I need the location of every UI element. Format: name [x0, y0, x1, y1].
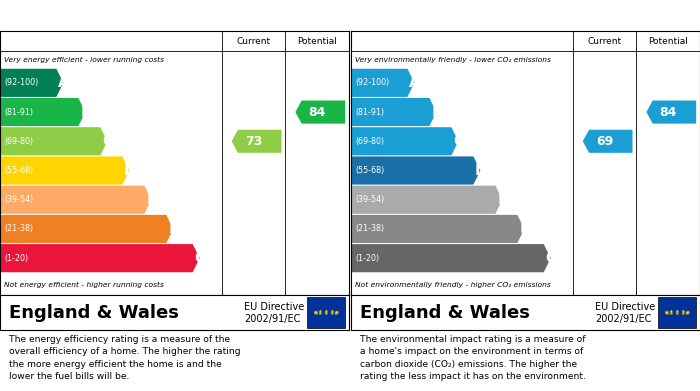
Text: EU Directive
2002/91/EC: EU Directive 2002/91/EC — [244, 302, 304, 324]
Text: (81-91): (81-91) — [4, 108, 34, 117]
Text: ★: ★ — [675, 309, 679, 314]
Text: (1-20): (1-20) — [355, 254, 379, 263]
Text: B: B — [431, 104, 443, 120]
Text: The environmental impact rating is a measure of
a home's impact on the environme: The environmental impact rating is a mea… — [360, 335, 586, 381]
Text: ★: ★ — [333, 310, 338, 315]
Text: ★: ★ — [318, 309, 323, 314]
Text: (92-100): (92-100) — [4, 78, 39, 87]
FancyArrow shape — [0, 156, 130, 185]
FancyArrow shape — [351, 186, 503, 214]
Text: ★: ★ — [680, 309, 685, 314]
Text: ★: ★ — [675, 312, 679, 316]
Text: ★: ★ — [329, 311, 334, 316]
Text: ★: ★ — [685, 310, 689, 315]
Text: ★: ★ — [312, 310, 317, 315]
Text: (55-68): (55-68) — [4, 166, 34, 175]
Text: D: D — [124, 163, 136, 178]
Text: ★: ★ — [314, 310, 318, 315]
FancyArrow shape — [0, 244, 199, 272]
Text: B: B — [80, 104, 92, 120]
FancyArrow shape — [351, 215, 524, 243]
Text: E: E — [147, 192, 158, 207]
Text: ★: ★ — [314, 311, 318, 316]
Text: ★: ★ — [664, 310, 668, 315]
Text: (21-38): (21-38) — [355, 224, 384, 233]
FancyArrow shape — [351, 244, 551, 272]
Text: The energy efficiency rating is a measure of the
overall efficiency of a home. T: The energy efficiency rating is a measur… — [8, 335, 240, 381]
Text: Energy Efficiency Rating: Energy Efficiency Rating — [8, 9, 192, 22]
Bar — [658, 297, 696, 328]
Text: (39-54): (39-54) — [4, 195, 34, 204]
Text: Very energy efficient - lower running costs: Very energy efficient - lower running co… — [4, 56, 164, 63]
Text: (69-80): (69-80) — [355, 137, 384, 146]
Text: G: G — [545, 251, 558, 265]
FancyArrow shape — [0, 215, 174, 243]
FancyArrow shape — [232, 130, 281, 153]
Bar — [307, 297, 345, 328]
Text: 84: 84 — [309, 106, 326, 118]
Text: England & Wales: England & Wales — [360, 304, 530, 322]
Text: A: A — [410, 75, 421, 90]
FancyArrow shape — [582, 130, 633, 153]
Text: ★: ★ — [665, 310, 670, 315]
FancyArrow shape — [0, 69, 64, 97]
Text: 69: 69 — [596, 135, 613, 148]
Text: Very environmentally friendly - lower CO₂ emissions: Very environmentally friendly - lower CO… — [355, 56, 551, 63]
Text: (69-80): (69-80) — [4, 137, 34, 146]
Text: ★: ★ — [686, 310, 691, 315]
Text: 73: 73 — [245, 135, 262, 148]
Text: D: D — [475, 163, 487, 178]
Text: F: F — [520, 221, 530, 237]
FancyArrow shape — [0, 186, 151, 214]
Text: A: A — [58, 75, 70, 90]
FancyArrow shape — [0, 127, 107, 155]
Text: (21-38): (21-38) — [4, 224, 34, 233]
Text: ★: ★ — [323, 312, 328, 316]
Text: Not environmentally friendly - higher CO₂ emissions: Not environmentally friendly - higher CO… — [355, 282, 551, 288]
Text: EU Directive
2002/91/EC: EU Directive 2002/91/EC — [595, 302, 656, 324]
Text: ★: ★ — [318, 311, 323, 316]
Text: 84: 84 — [659, 106, 677, 118]
Text: ★: ★ — [323, 309, 328, 314]
FancyArrow shape — [351, 156, 480, 185]
Text: C: C — [102, 134, 113, 149]
Text: ★: ★ — [329, 309, 334, 314]
Text: G: G — [194, 251, 206, 265]
Text: England & Wales: England & Wales — [8, 304, 178, 322]
FancyArrow shape — [351, 127, 458, 155]
Text: ★: ★ — [669, 311, 673, 316]
Text: (81-91): (81-91) — [355, 108, 384, 117]
Text: Environmental Impact (CO₂) Rating: Environmental Impact (CO₂) Rating — [360, 9, 622, 22]
Text: Current: Current — [237, 37, 270, 46]
Text: Potential: Potential — [298, 37, 337, 46]
Text: ★: ★ — [333, 311, 338, 316]
Text: ★: ★ — [685, 311, 689, 316]
Text: (92-100): (92-100) — [355, 78, 389, 87]
Text: F: F — [169, 221, 179, 237]
Text: Potential: Potential — [648, 37, 688, 46]
Text: E: E — [498, 192, 508, 207]
Text: Not energy efficient - higher running costs: Not energy efficient - higher running co… — [4, 282, 164, 288]
FancyArrow shape — [351, 98, 436, 126]
FancyArrow shape — [646, 100, 696, 124]
FancyArrow shape — [351, 69, 414, 97]
Text: Current: Current — [587, 37, 622, 46]
Text: (1-20): (1-20) — [4, 254, 28, 263]
Text: C: C — [454, 134, 465, 149]
Text: ★: ★ — [335, 310, 339, 315]
Text: ★: ★ — [680, 311, 685, 316]
Text: (55-68): (55-68) — [355, 166, 384, 175]
Text: (39-54): (39-54) — [355, 195, 384, 204]
FancyArrow shape — [0, 98, 85, 126]
Text: ★: ★ — [669, 309, 673, 314]
FancyArrow shape — [295, 100, 345, 124]
Text: ★: ★ — [665, 311, 670, 316]
